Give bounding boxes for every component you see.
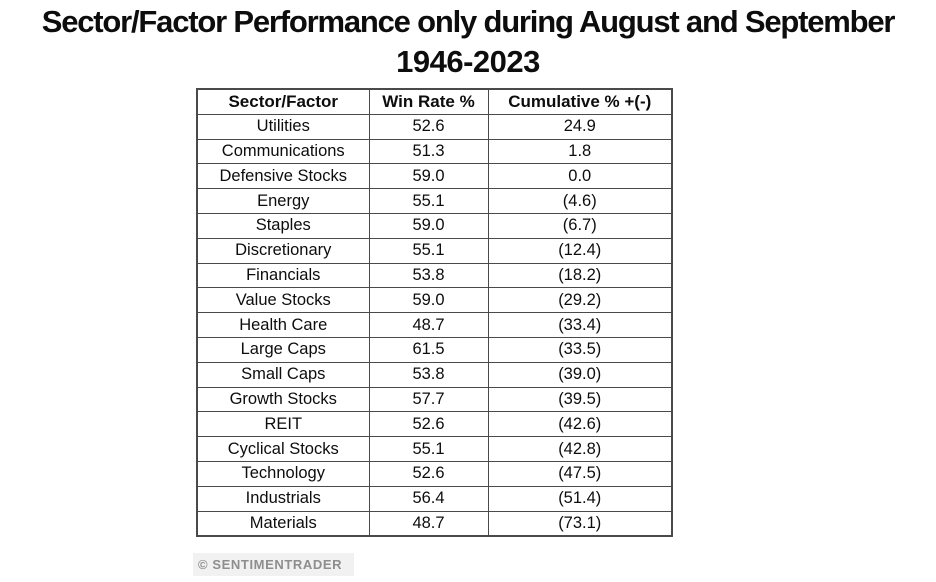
table-body: Utilities 52.6 24.9 Communications 51.3 1.8 De… xyxy=(196,113,673,537)
table-row: Cyclical Stocks 55.1 (42.8) xyxy=(196,436,673,462)
win-rate-cell: 52.6 xyxy=(368,460,489,487)
cumulative-cell: (42.8) xyxy=(487,436,673,462)
table-row: Discretionary 55.1 (12.4) xyxy=(196,237,673,264)
win-rate-cell: 52.6 xyxy=(368,113,489,140)
table-row: Health Care 48.7 (33.4) xyxy=(196,312,673,338)
table-row: REIT 52.6 (42.6) xyxy=(196,411,673,438)
cumulative-cell: (42.6) xyxy=(487,411,673,438)
table-row: Small Caps 53.8 (39.0) xyxy=(196,361,673,388)
cumulative-cell: (33.5) xyxy=(487,336,673,363)
sentimentrader-credit: © SENTIMENTRADER xyxy=(193,553,355,576)
sector-cell: REIT xyxy=(196,411,370,438)
cumulative-cell: (18.2) xyxy=(487,262,673,289)
table-row: Technology 52.6 (47.5) xyxy=(196,460,673,487)
sector-cell: Small Caps xyxy=(196,361,370,388)
win-rate-cell: 53.8 xyxy=(368,361,489,388)
sector-cell: Health Care xyxy=(196,312,370,338)
cumulative-cell: (39.0) xyxy=(487,361,673,388)
table-row: Financials 53.8 (18.2) xyxy=(196,262,673,289)
cumulative-cell: (12.4) xyxy=(487,237,673,264)
table-row: Utilities 52.6 24.9 xyxy=(196,113,673,140)
win-rate-cell: 59.0 xyxy=(368,212,489,239)
table-row: Communications 51.3 1.8 xyxy=(196,138,673,165)
table-row: Materials 48.7 (73.1) xyxy=(196,510,673,537)
sector-cell: Large Caps xyxy=(196,336,370,363)
win-rate-cell: 59.0 xyxy=(368,163,489,190)
cumulative-cell: (29.2) xyxy=(487,287,673,314)
win-rate-cell: 48.7 xyxy=(368,510,489,537)
table-row: Staples 59.0 (6.7) xyxy=(196,212,673,239)
table-row: Value Stocks 59.0 (29.2) xyxy=(196,287,673,314)
sector-cell: Technology xyxy=(196,460,370,487)
cumulative-cell: 1.8 xyxy=(487,138,673,165)
table-row: Defensive Stocks 59.0 0.0 xyxy=(196,163,673,190)
cumulative-cell: (4.6) xyxy=(487,188,673,214)
sector-cell: Utilities xyxy=(196,113,370,140)
sector-cell: Financials xyxy=(196,262,370,289)
sector-cell: Growth Stocks xyxy=(196,386,370,413)
table-row: Large Caps 61.5 (33.5) xyxy=(196,336,673,363)
cumulative-cell: (73.1) xyxy=(487,510,673,537)
win-rate-cell: 56.4 xyxy=(368,485,489,512)
sector-cell: Discretionary xyxy=(196,237,370,264)
win-rate-cell: 57.7 xyxy=(368,386,489,413)
cumulative-cell: 24.9 xyxy=(487,113,673,140)
sector-cell: Cyclical Stocks xyxy=(196,436,370,462)
sector-cell: Communications xyxy=(196,138,370,165)
page-title: Sector/Factor Performance only during Au… xyxy=(0,2,936,82)
title-line-2: 1946-2023 xyxy=(396,44,540,79)
title-line-1: Sector/Factor Performance only during Au… xyxy=(41,4,896,39)
col-header-cumulative: Cumulative % +(-) xyxy=(487,88,673,115)
sector-cell: Energy xyxy=(196,188,370,214)
win-rate-cell: 53.8 xyxy=(368,262,489,289)
sector-cell: Materials xyxy=(196,510,370,537)
win-rate-cell: 48.7 xyxy=(368,312,489,338)
win-rate-cell: 51.3 xyxy=(368,138,489,165)
cumulative-cell: (6.7) xyxy=(487,212,673,239)
cumulative-cell: 0.0 xyxy=(487,163,673,190)
table-row: Growth Stocks 57.7 (39.5) xyxy=(196,386,673,413)
col-header-win-rate: Win Rate % xyxy=(368,88,489,115)
sector-cell: Defensive Stocks xyxy=(196,163,370,190)
cumulative-cell: (39.5) xyxy=(487,386,673,413)
sector-cell: Staples xyxy=(196,212,370,239)
cumulative-cell: (47.5) xyxy=(487,460,673,487)
sector-cell: Value Stocks xyxy=(196,287,370,314)
win-rate-cell: 61.5 xyxy=(368,336,489,363)
win-rate-cell: 55.1 xyxy=(368,237,489,264)
table-row: Energy 55.1 (4.6) xyxy=(196,188,673,214)
cumulative-cell: (33.4) xyxy=(487,312,673,338)
col-header-sector-factor: Sector/Factor xyxy=(196,88,370,115)
win-rate-cell: 52.6 xyxy=(368,411,489,438)
table-header: Sector/Factor Win Rate % Cumulative % +(… xyxy=(196,88,673,115)
performance-table: Sector/Factor Win Rate % Cumulative % +(… xyxy=(196,88,673,538)
win-rate-cell: 55.1 xyxy=(368,436,489,462)
win-rate-cell: 59.0 xyxy=(368,287,489,314)
win-rate-cell: 55.1 xyxy=(368,188,489,214)
table-row: Industrials 56.4 (51.4) xyxy=(196,485,673,512)
sector-cell: Industrials xyxy=(196,485,370,512)
header-row: Sector/Factor Win Rate % Cumulative % +(… xyxy=(196,88,673,115)
cumulative-cell: (51.4) xyxy=(487,485,673,512)
